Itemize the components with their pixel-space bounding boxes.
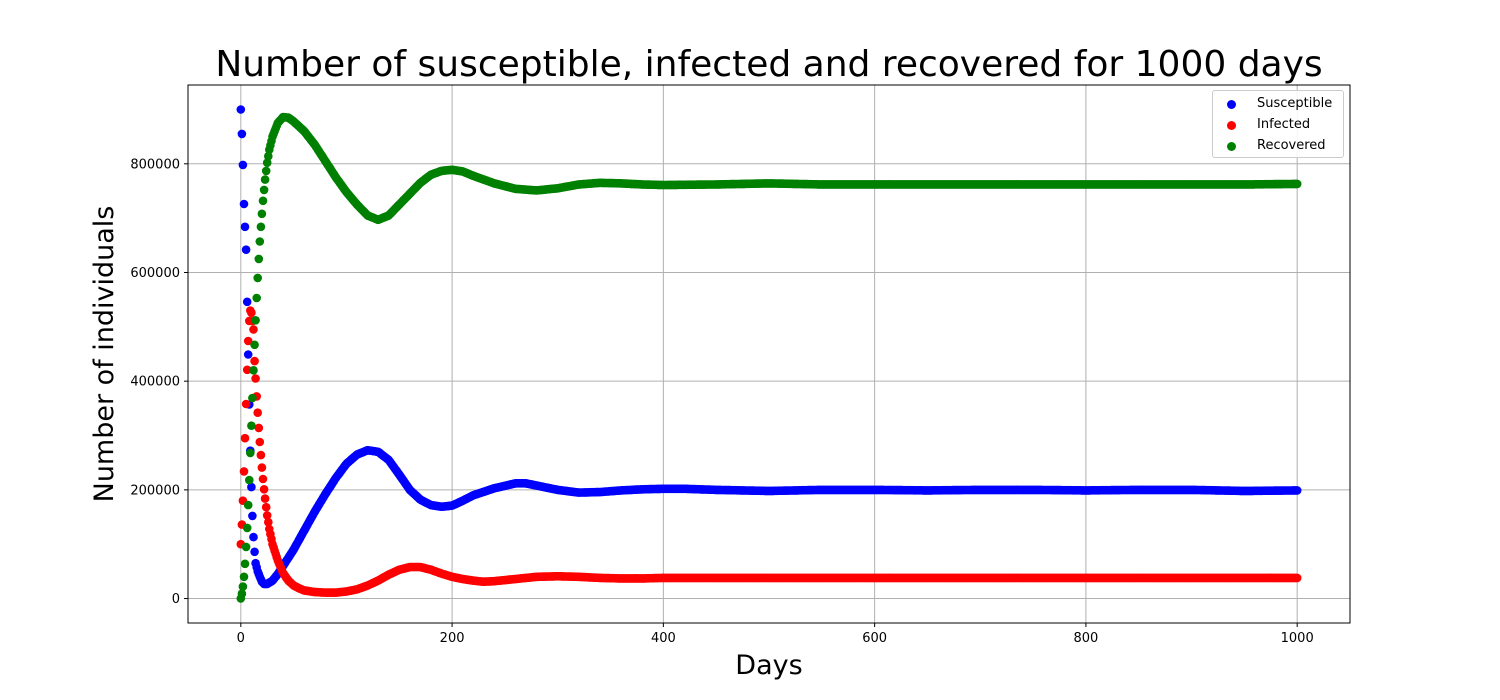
point-recovered xyxy=(1292,179,1302,189)
point-infected xyxy=(256,450,266,460)
point-infected xyxy=(258,474,268,484)
plot-frame xyxy=(187,84,1351,624)
point-susceptible xyxy=(242,297,252,307)
x-tick-label: 0 xyxy=(237,631,245,646)
point-infected xyxy=(253,408,262,418)
point-recovered xyxy=(238,582,248,591)
point-susceptible xyxy=(250,547,259,557)
point-recovered xyxy=(251,316,260,325)
y-tick-label: 0 xyxy=(172,592,180,607)
data-points xyxy=(236,105,1302,603)
point-susceptible xyxy=(237,129,247,139)
point-recovered xyxy=(257,209,267,219)
legend-label-recovered: Recovered xyxy=(1257,138,1326,153)
series-recovered xyxy=(236,112,1302,603)
point-infected xyxy=(257,463,267,472)
point-infected xyxy=(250,356,259,366)
point-infected xyxy=(249,325,258,334)
point-recovered xyxy=(262,158,272,167)
point-infected xyxy=(260,494,270,503)
point-infected xyxy=(242,365,252,375)
point-recovered xyxy=(255,237,265,246)
point-recovered xyxy=(241,542,251,552)
point-infected xyxy=(239,467,249,476)
point-susceptible xyxy=(248,511,257,521)
point-infected xyxy=(243,336,253,346)
point-recovered xyxy=(240,559,250,569)
point-susceptible xyxy=(249,532,258,542)
x-axis-label: Days xyxy=(735,650,802,681)
y-axis-label: Number of individuals xyxy=(89,206,120,503)
point-infected xyxy=(240,433,250,443)
point-infected xyxy=(264,517,273,527)
axis-ticks: 0 200 400 600 800 1000 0 200000 400000 600000 8000… xyxy=(130,157,1313,646)
point-recovered xyxy=(252,293,261,303)
point-susceptible xyxy=(240,222,250,232)
point-infected xyxy=(255,437,265,447)
legend-label-infected: Infected xyxy=(1257,117,1311,132)
point-infected xyxy=(259,485,269,494)
point-recovered xyxy=(242,523,252,533)
point-recovered xyxy=(261,166,271,176)
point-infected xyxy=(254,423,264,433)
legend: Susceptible Infected Recovered xyxy=(1212,90,1344,158)
y-tick-label: 200000 xyxy=(130,483,180,498)
x-tick-label: 1000 xyxy=(1281,631,1314,646)
point-recovered xyxy=(247,421,256,431)
point-recovered xyxy=(259,185,269,195)
point-susceptible xyxy=(239,199,249,209)
point-infected xyxy=(247,308,256,318)
x-tick-label: 200 xyxy=(440,631,465,646)
point-susceptible xyxy=(238,160,248,170)
point-recovered xyxy=(258,196,268,206)
point-recovered xyxy=(264,151,273,161)
point-recovered xyxy=(254,254,264,264)
point-susceptible xyxy=(241,245,251,254)
y-tick-label: 600000 xyxy=(130,266,180,281)
legend-marker-susceptible xyxy=(1227,100,1236,109)
point-susceptible xyxy=(247,482,256,492)
series-susceptible xyxy=(236,105,1302,589)
x-tick-label: 400 xyxy=(651,631,676,646)
y-tick-label: 800000 xyxy=(130,157,180,172)
point-recovered xyxy=(250,340,259,350)
x-tick-label: 600 xyxy=(862,631,887,646)
series-infected xyxy=(236,306,1302,597)
point-recovered xyxy=(243,500,253,510)
point-recovered xyxy=(249,366,258,375)
point-infected xyxy=(262,511,272,520)
x-tick-label: 800 xyxy=(1073,631,1098,646)
point-infected xyxy=(251,374,260,383)
point-susceptible xyxy=(1292,486,1302,495)
chart-title: Number of susceptible, infected and reco… xyxy=(215,44,1322,85)
point-infected xyxy=(241,399,251,409)
point-recovered xyxy=(246,448,255,458)
point-infected xyxy=(261,502,271,512)
legend-label-susceptible: Susceptible xyxy=(1257,96,1333,111)
point-susceptible xyxy=(243,350,253,359)
y-tick-label: 400000 xyxy=(130,375,180,390)
point-recovered xyxy=(239,572,249,582)
point-recovered xyxy=(237,589,247,598)
point-recovered xyxy=(256,222,266,232)
grid-lines xyxy=(188,85,1350,623)
point-recovered xyxy=(260,175,270,184)
point-infected xyxy=(1292,573,1302,583)
legend-marker-infected xyxy=(1227,121,1236,130)
legend-marker-recovered xyxy=(1227,142,1236,151)
point-recovered xyxy=(245,475,254,485)
point-recovered xyxy=(248,393,257,403)
point-recovered xyxy=(253,273,262,283)
point-susceptible xyxy=(236,105,246,114)
